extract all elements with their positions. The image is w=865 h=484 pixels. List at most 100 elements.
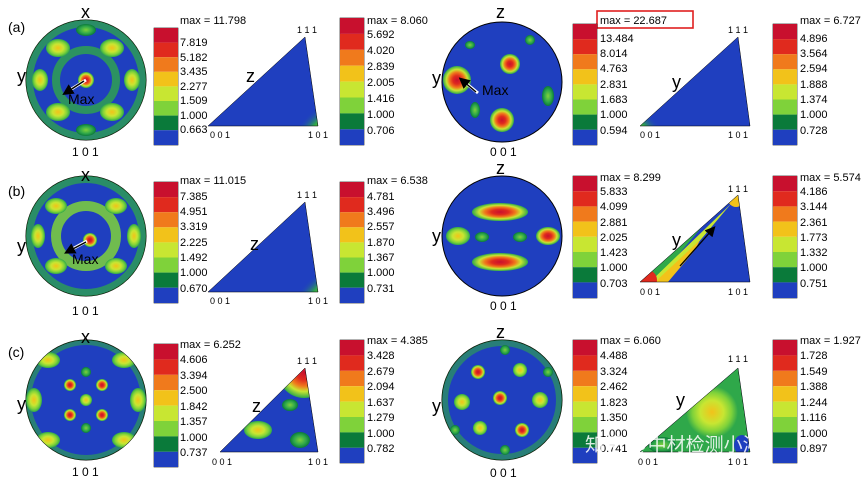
scale-value: 3.428 xyxy=(367,350,395,362)
pole-side-label: y xyxy=(432,68,441,88)
scale-value: 1.116 xyxy=(800,412,827,424)
scale-value: 4.896 xyxy=(800,33,828,45)
scale-value: 0.897 xyxy=(800,443,828,455)
scale-value: 2.881 xyxy=(600,217,628,229)
ipf-axis-label: z xyxy=(252,396,261,416)
ipf-axis-label: y xyxy=(672,230,681,250)
scale-value: 8.014 xyxy=(600,48,628,60)
scale-value: 1.416 xyxy=(367,93,395,105)
scale-value: 3.435 xyxy=(180,66,208,78)
scale-max: max = 11.798 xyxy=(180,15,246,27)
max-pointer-label: Max xyxy=(68,91,94,107)
ipf-top-label: 1 1 1 xyxy=(297,190,317,200)
scale-value: 0.670 xyxy=(180,283,208,295)
inverse-pole-figure xyxy=(639,194,751,283)
scale-value: 4.186 xyxy=(800,186,828,198)
ipf-axis-label: z xyxy=(246,66,255,86)
scale-value: 1.888 xyxy=(800,79,828,91)
scale-max: max = 11.015 xyxy=(180,175,246,187)
max-pointer-label: Max xyxy=(72,251,98,267)
ipf-br-label: 1 0 1 xyxy=(728,130,748,140)
scale-value: 1.000 xyxy=(367,428,395,440)
scale-max: max = 8.060 xyxy=(367,15,428,27)
scale-value: 0.751 xyxy=(800,278,828,290)
pole-side-label: y xyxy=(17,394,26,414)
scale-value: 1.279 xyxy=(367,412,395,424)
scale-value: 2.225 xyxy=(180,237,208,249)
scale-max: max = 5.574 xyxy=(800,172,861,184)
scale-value: 1.357 xyxy=(180,416,208,428)
color-scale xyxy=(572,175,598,299)
color-scale xyxy=(339,181,365,304)
scale-max: max = 6.060 xyxy=(600,335,661,347)
pole-figure xyxy=(25,19,147,141)
max-pointer-label: Max xyxy=(482,82,508,98)
scale-value: 1.728 xyxy=(800,350,828,362)
inverse-pole-figure xyxy=(639,367,751,453)
scale-value: 5.833 xyxy=(600,186,628,198)
scale-value: 2.005 xyxy=(367,77,395,89)
scale-value: 3.319 xyxy=(180,221,208,233)
scale-value: 2.557 xyxy=(367,221,395,233)
color-scale xyxy=(772,175,798,299)
ipf-br-label: 1 0 1 xyxy=(308,130,328,140)
scale-value: 1.823 xyxy=(600,397,628,409)
ipf-top-label: 1 1 1 xyxy=(297,25,317,35)
ipf-top-label: 1 1 1 xyxy=(728,25,748,35)
scale-value: 1.000 xyxy=(600,109,628,121)
scale-value: 2.462 xyxy=(600,381,628,393)
scale-value: 4.020 xyxy=(367,45,395,57)
ipf-bl-label: 0 0 1 xyxy=(212,457,232,467)
scale-max: max = 6.538 xyxy=(367,175,428,187)
color-scale xyxy=(153,27,179,146)
scale-value: 13.484 xyxy=(600,33,634,45)
scale-value: 2.831 xyxy=(600,79,628,91)
scale-value: 7.819 xyxy=(180,37,208,49)
ipf-top-label: 1 1 1 xyxy=(728,354,748,364)
max-highlight-box xyxy=(596,10,694,29)
pole-bottom-label: 1 0 1 xyxy=(72,304,99,318)
pole-bottom-label: 0 0 1 xyxy=(490,466,517,480)
scale-value: 1.000 xyxy=(800,428,828,440)
pole-side-label: y xyxy=(17,236,26,256)
ipf-bl-label: 0 0 1 xyxy=(210,296,230,306)
scale-value: 1.000 xyxy=(367,267,395,279)
scale-value: 1.000 xyxy=(180,110,208,122)
scale-value: 3.324 xyxy=(600,366,628,378)
scale-value: 5.692 xyxy=(367,29,395,41)
ipf-top-label: 1 1 1 xyxy=(297,356,317,366)
scale-value: 0.782 xyxy=(367,443,395,455)
scale-value: 1.000 xyxy=(180,432,208,444)
color-scale xyxy=(339,339,365,464)
ipf-top-label: 1 1 1 xyxy=(728,184,748,194)
scale-value: 1.870 xyxy=(367,237,395,249)
scale-value: 3.144 xyxy=(800,201,828,213)
scale-value: 0.741 xyxy=(600,443,628,455)
pole-bottom-label: 1 0 1 xyxy=(72,145,99,159)
scale-value: 0.731 xyxy=(367,283,395,295)
pole-bottom-label: 0 0 1 xyxy=(490,299,517,313)
scale-value: 1.000 xyxy=(600,428,628,440)
scale-value: 1.637 xyxy=(367,397,395,409)
scale-max: max = 6.727 xyxy=(800,15,861,27)
panel-label: (a) xyxy=(8,19,25,35)
scale-value: 5.182 xyxy=(180,52,208,64)
scale-value: 3.496 xyxy=(367,206,395,218)
scale-value: 0.728 xyxy=(800,125,828,137)
scale-value: 1.683 xyxy=(600,94,628,106)
scale-value: 1.509 xyxy=(180,95,208,107)
scale-value: 1.332 xyxy=(800,247,828,259)
ipf-axis-label: y xyxy=(672,72,681,92)
scale-value: 1.492 xyxy=(180,252,208,264)
scale-value: 0.737 xyxy=(180,447,208,459)
ipf-br-label: 1 0 1 xyxy=(308,296,328,306)
scale-value: 0.663 xyxy=(180,124,208,136)
scale-value: 2.839 xyxy=(367,61,395,73)
scale-value: 4.099 xyxy=(600,201,628,213)
scale-value: 2.094 xyxy=(367,381,395,393)
ipf-br-label: 1 0 1 xyxy=(308,457,328,467)
color-scale xyxy=(772,339,798,464)
scale-value: 3.394 xyxy=(180,370,208,382)
ipf-bl-label: 0 0 1 xyxy=(640,130,660,140)
